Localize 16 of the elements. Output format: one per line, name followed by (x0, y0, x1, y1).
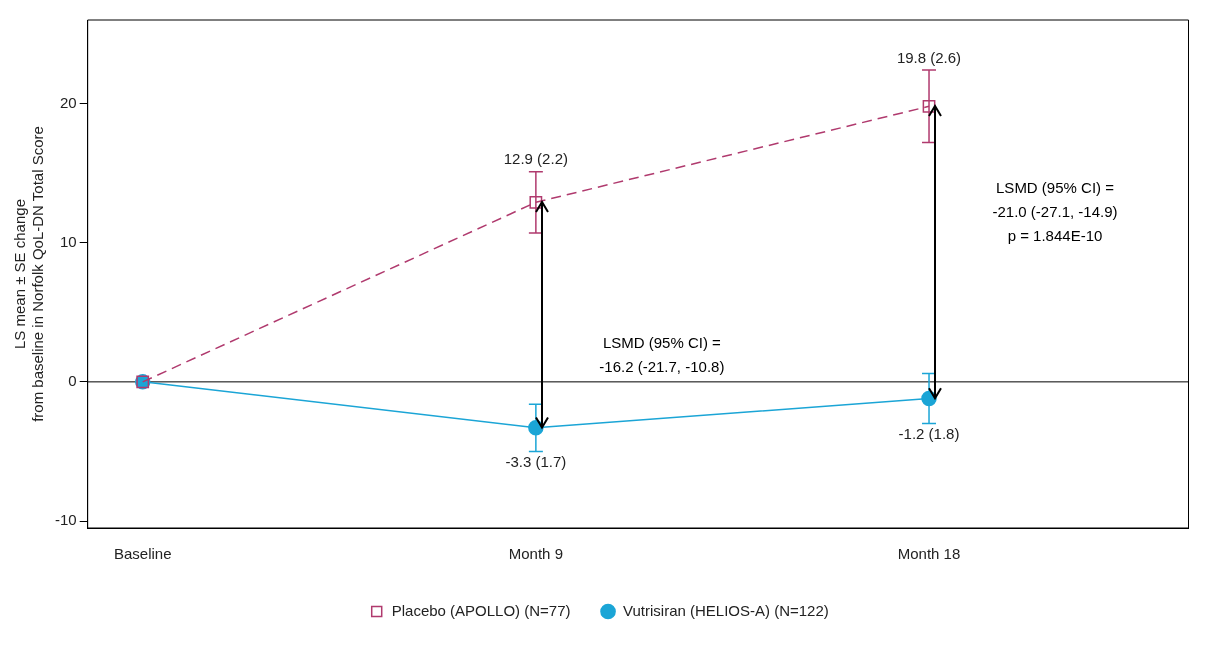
y-axis-title: LS mean ± SE change from baseline in Norfolk QoL-DN Total Score (11, 126, 47, 422)
legend-label: Vutrisiran (HELIOS-A) (N=122) (623, 601, 829, 619)
annotation: LSMD (95% CI) = -16.2 (-21.7, -10.8) (598, 333, 726, 378)
data-label: 19.8 (2.6) (896, 48, 962, 66)
x-tick-label: Month 9 (508, 545, 563, 563)
x-tick-label: Baseline (113, 545, 172, 563)
data-label: 12.9 (2.2) (503, 150, 568, 168)
y-tick-label: 0 (68, 372, 77, 389)
annotation: LSMD (95% CI) = -21.0 (-27.1, -14.9) p = 1.844E-10 (991, 178, 1119, 247)
y-tick-label: 20 (59, 93, 77, 111)
data-label: -3.3 (1.7) (505, 453, 567, 471)
y-tick-label: 10 (59, 232, 77, 250)
y-tick-label: -10 (54, 511, 77, 529)
x-tick-label: Month 18 (897, 545, 961, 563)
data-label: -1.2 (1.8) (898, 425, 960, 443)
legend-label: Placebo (APOLLO) (N=77) (391, 601, 571, 619)
